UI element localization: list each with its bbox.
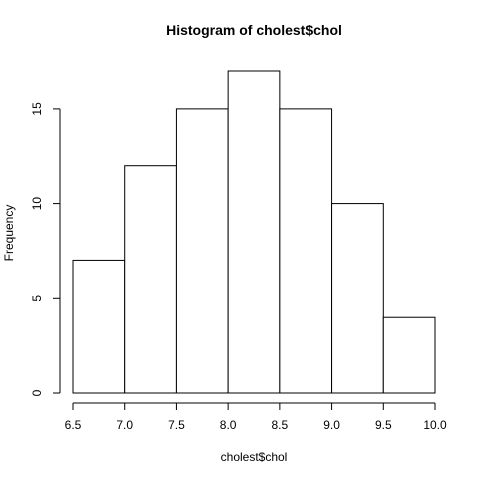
x-tick-label-4: 8.5 bbox=[272, 418, 289, 432]
x-tick-label-5: 9.0 bbox=[323, 418, 340, 432]
x-tick-label-6: 9.5 bbox=[375, 418, 392, 432]
x-tick-label-0: 6.5 bbox=[65, 418, 82, 432]
y-tick-label-2: 10 bbox=[30, 197, 44, 211]
histogram-bar-2 bbox=[175, 108, 229, 394]
x-tick-label-7: 10.0 bbox=[423, 418, 447, 432]
y-tick-label-1: 5 bbox=[30, 295, 44, 302]
y-tick-label-0: 0 bbox=[30, 389, 44, 396]
histogram-bar-1 bbox=[124, 165, 177, 394]
x-axis-label: cholest$chol bbox=[221, 450, 288, 464]
histogram-bar-5 bbox=[331, 203, 384, 394]
histogram-bar-6 bbox=[382, 316, 436, 394]
y-axis-label: Frequency bbox=[2, 205, 16, 262]
histogram-bar-3 bbox=[227, 70, 281, 394]
chart-title: Histogram of cholest$chol bbox=[166, 22, 342, 38]
x-axis: 6.5 7.0 7.5 8.0 8.5 9.0 9.5 10.0 bbox=[65, 402, 447, 432]
x-tick-label-2: 7.5 bbox=[168, 418, 185, 432]
x-tick-label-1: 7.0 bbox=[116, 418, 133, 432]
y-tick-label-3: 15 bbox=[30, 102, 44, 116]
y-axis: 0 5 10 15 bbox=[30, 102, 61, 396]
histogram-bars bbox=[72, 70, 436, 394]
x-tick-label-3: 8.0 bbox=[220, 418, 237, 432]
histogram-bar-0 bbox=[72, 259, 126, 394]
histogram-bar-4 bbox=[279, 108, 333, 394]
